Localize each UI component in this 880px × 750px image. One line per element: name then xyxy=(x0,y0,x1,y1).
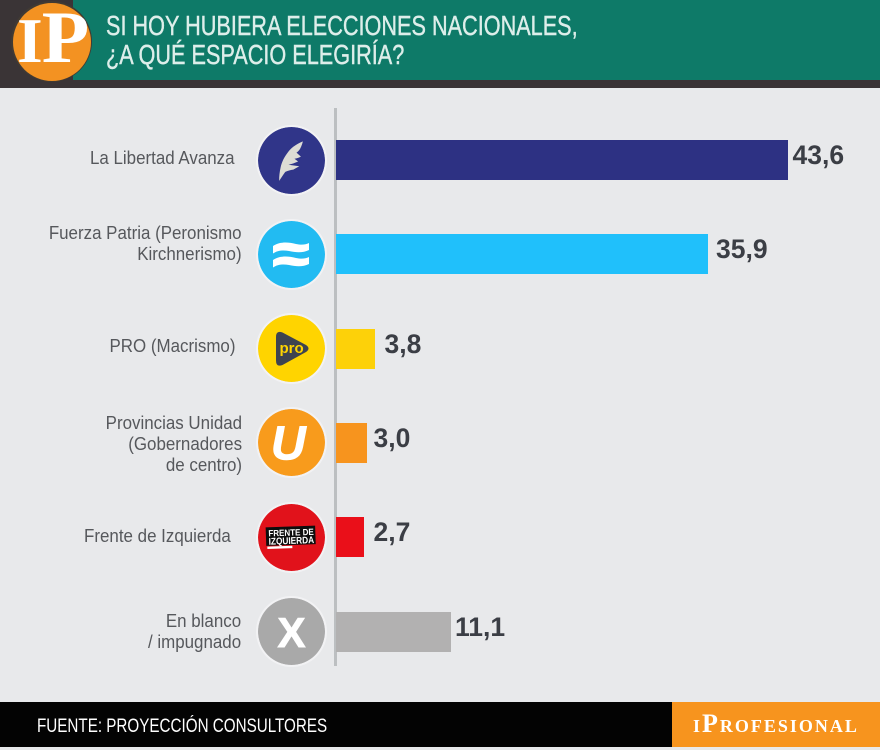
svg-text:U: U xyxy=(271,417,308,471)
svg-text:FRENTE DE: FRENTE DE xyxy=(268,527,314,539)
svg-text:pro: pro xyxy=(280,340,304,357)
svg-text:IZQUIERDA: IZQUIERDA xyxy=(268,535,314,548)
svg-text:X: X xyxy=(278,609,306,656)
